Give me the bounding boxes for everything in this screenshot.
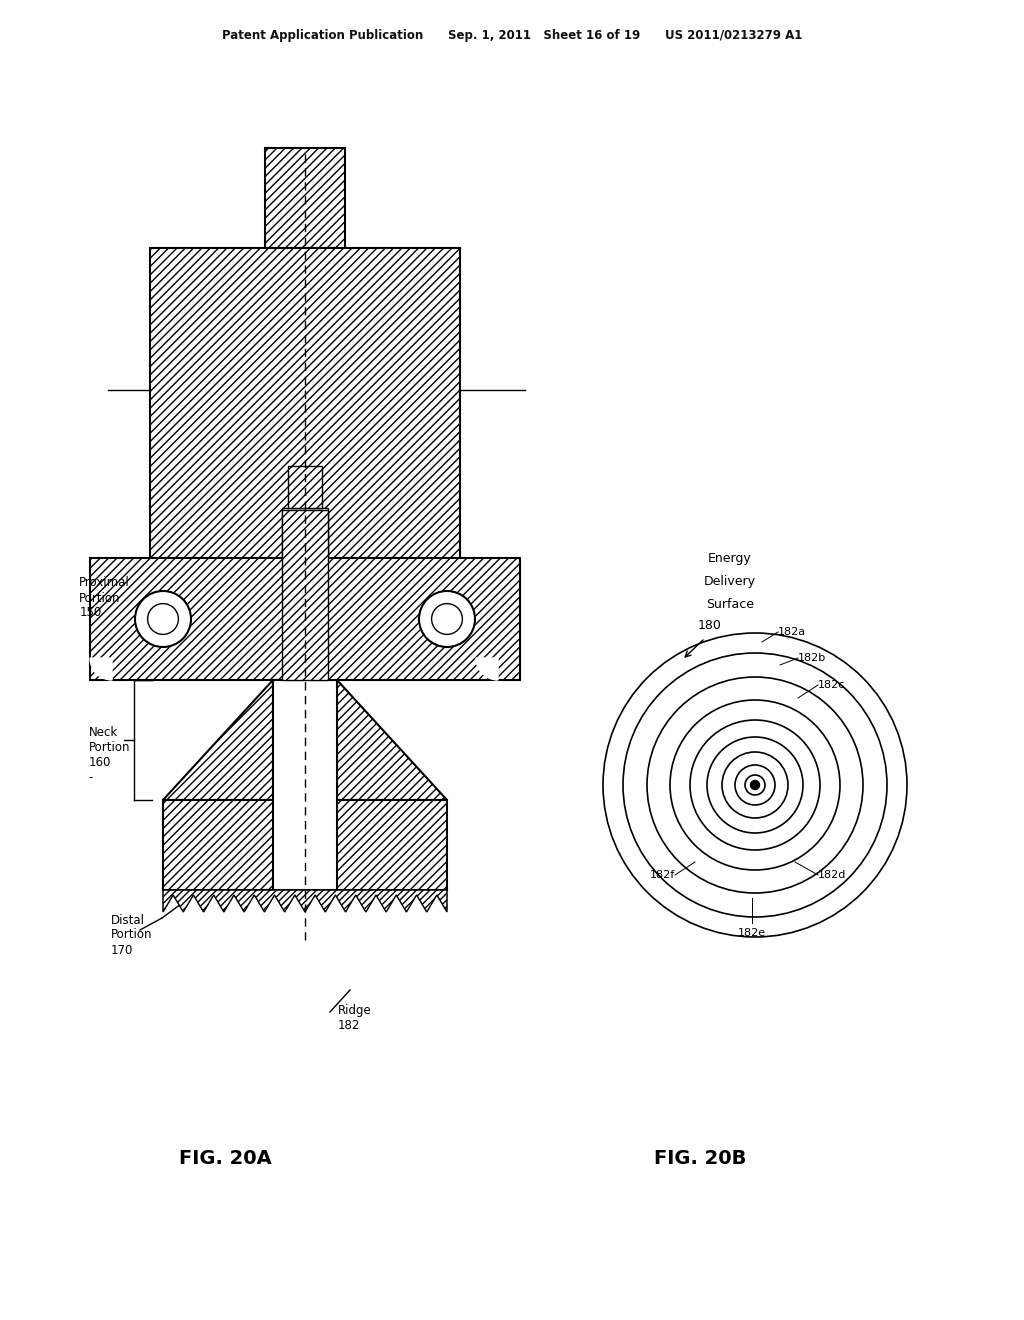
Bar [288,466,322,508]
Wedge shape [476,657,498,680]
Circle shape [431,603,463,635]
Text: Neck
Portion
160
-: Neck Portion 160 - [88,726,130,784]
Circle shape [419,591,475,647]
Text: 182f: 182f [650,870,675,880]
Text: FIG. 20B: FIG. 20B [653,1148,746,1167]
Circle shape [147,603,178,635]
Wedge shape [90,657,112,680]
Text: Surface: Surface [706,598,754,611]
Text: Ridge
182: Ridge 182 [338,1005,372,1032]
Bar [265,148,345,248]
Polygon shape [163,890,447,912]
Text: Energy: Energy [709,552,752,565]
Circle shape [751,780,760,789]
Text: Delivery: Delivery [705,576,756,587]
Text: 182e: 182e [738,928,766,939]
Text: Patent Application Publication      Sep. 1, 2011   Sheet 16 of 19      US 2011/0: Patent Application Publication Sep. 1, 2… [222,29,802,41]
Polygon shape [163,680,273,800]
Text: Proximal
Portion
150: Proximal Portion 150 [79,577,130,619]
Polygon shape [337,680,447,800]
Text: 182b: 182b [798,653,826,663]
Bar [282,510,328,680]
Bar [150,248,460,558]
Bar [282,508,328,558]
Bar [163,800,447,890]
Circle shape [135,591,191,647]
Text: Distal
Portion
170: Distal Portion 170 [111,913,152,957]
Bar [273,680,337,890]
Text: 182a: 182a [778,627,806,638]
Bar [90,558,520,680]
Text: FIG. 20A: FIG. 20A [178,1148,271,1167]
Text: 182d: 182d [818,870,847,880]
Text: 180: 180 [698,619,722,632]
Text: 182c: 182c [818,680,846,690]
